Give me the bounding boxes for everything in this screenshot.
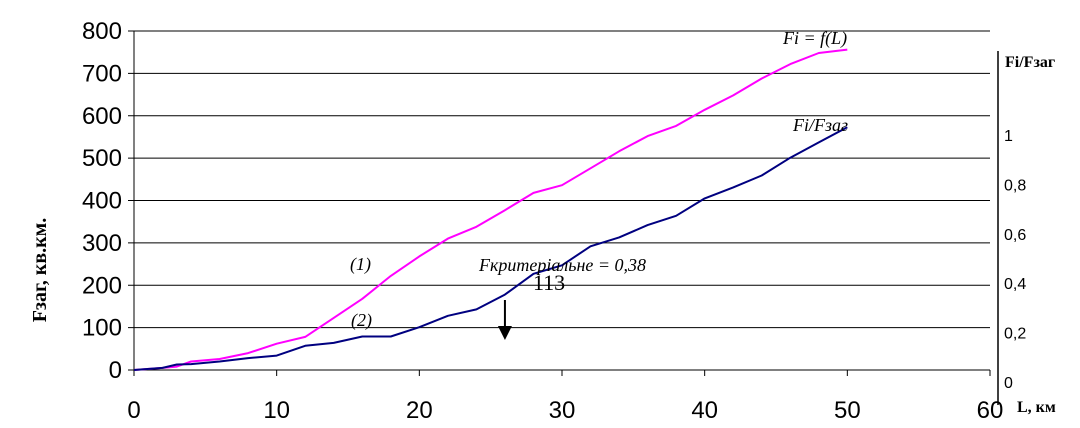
right-axis-ticks: 0 0,2 0,4 0,6 0,8 1 — [1004, 128, 1026, 392]
bottom-tick-label: 60 — [977, 397, 1004, 424]
left-tick-label: 100 — [82, 315, 122, 342]
bottom-tick-label: 10 — [263, 397, 290, 424]
right-tick-label: 0,6 — [1004, 227, 1026, 244]
left-tick-label: 200 — [82, 272, 122, 299]
left-tick-label: 600 — [82, 103, 122, 130]
y-axis-title: Fзаг, кв.км. — [29, 218, 51, 323]
bottom-tick-label: 0 — [127, 397, 140, 424]
series-lines — [133, 48, 848, 371]
series-line-2 — [133, 126, 848, 371]
left-tick-label: 500 — [82, 145, 122, 172]
right-tick-label: 1 — [1004, 128, 1013, 145]
right-tick-label: 0,8 — [1004, 177, 1026, 194]
left-tick-label: 400 — [82, 188, 122, 215]
right-tick-label: 0 — [1004, 375, 1013, 392]
bottom-tick-label: 40 — [691, 397, 718, 424]
critical-value: 113 — [533, 270, 565, 295]
curve-1-marker: (1) — [350, 254, 371, 275]
curve-2-marker: (2) — [351, 310, 372, 331]
left-tick-label: 800 — [82, 18, 122, 45]
series-1-label: Fi = f(L) — [782, 28, 847, 49]
left-tick-label: 700 — [82, 60, 122, 87]
bottom-tick-label: 50 — [834, 397, 861, 424]
critical-arrow-head — [497, 326, 512, 340]
grid-lines — [134, 30, 990, 329]
right-tick-label: 0,4 — [1004, 276, 1026, 293]
right-tick-label: 0,2 — [1004, 326, 1026, 343]
left-tick-label: 0 — [109, 357, 122, 384]
x-axis-title: L, км — [1017, 399, 1056, 416]
bottom-axis-ticks: 0 10 20 30 40 50 60 — [127, 370, 1003, 424]
left-tick-label: 300 — [82, 230, 122, 257]
critical-arrow — [497, 300, 512, 340]
left-axis-ticks: 0 100 200 300 400 500 600 700 800 — [82, 18, 134, 384]
y2-axis-title: Fi/Fзаг — [1005, 54, 1055, 71]
bottom-tick-label: 20 — [406, 397, 433, 424]
series-2-label: Fi/Fзаг — [792, 115, 848, 135]
critical-label: Fкритеріальне = 0,38 — [478, 255, 646, 275]
series-line-1 — [133, 48, 848, 371]
bottom-tick-label: 30 — [549, 397, 576, 424]
